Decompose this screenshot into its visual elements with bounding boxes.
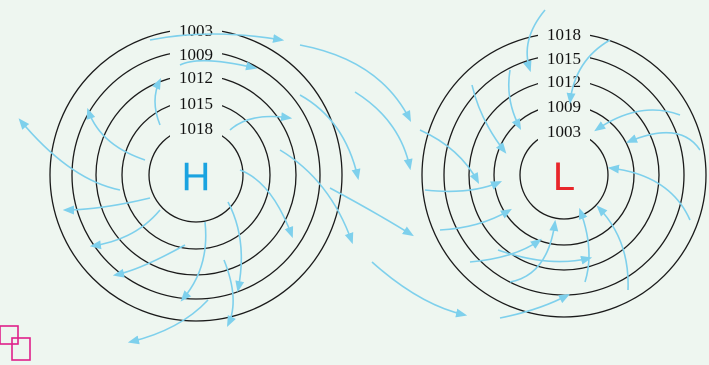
- wind-arrow: [299, 44, 412, 123]
- wind-arrow: [509, 219, 559, 283]
- wind-arrow: [499, 293, 570, 319]
- wind-arrow: [497, 249, 593, 265]
- wind-arrow: [18, 118, 121, 191]
- wind-arrow: [229, 112, 293, 131]
- wind-arrow: [86, 107, 146, 161]
- wind-arrow: [227, 201, 245, 293]
- low-label-1015: 1015: [547, 49, 581, 68]
- wind-arrow: [329, 187, 414, 237]
- wind-arrow: [578, 207, 590, 283]
- high-pressure-letter: H: [182, 155, 211, 199]
- high-label-1012: 1012: [179, 68, 213, 87]
- low-isobar-labels: 1018 1015 1012 1009 1003: [547, 25, 581, 141]
- corner-mark: [0, 325, 31, 361]
- high-label-1015: 1015: [179, 94, 213, 113]
- wind-arrow: [179, 59, 258, 71]
- high-label-1009: 1009: [179, 45, 213, 64]
- low-pressure-letter: L: [553, 155, 575, 199]
- wind-arrow: [149, 33, 285, 43]
- wind-arrow: [354, 91, 413, 171]
- high-label-1003: 1003: [179, 21, 213, 40]
- high-label-1018: 1018: [179, 119, 213, 138]
- wind-arrow: [594, 109, 681, 132]
- low-wind-arrows: [299, 9, 701, 319]
- wind-arrow: [566, 39, 611, 105]
- wind-arrow: [299, 94, 361, 181]
- wind-arrow: [89, 209, 161, 250]
- low-label-1018: 1018: [547, 25, 581, 44]
- wind-arrow: [507, 69, 522, 130]
- wind-arrow: [371, 261, 468, 318]
- wind-arrow: [596, 205, 629, 291]
- wind-arrow: [471, 84, 507, 154]
- wind-arrow: [424, 181, 503, 193]
- wind-arrow: [151, 77, 162, 126]
- wind-arrow: [239, 169, 294, 239]
- wind-arrow: [112, 244, 186, 278]
- high-wind-arrows: [18, 33, 361, 345]
- wind-arrow: [279, 149, 354, 245]
- wind-arrow: [522, 9, 546, 73]
- wind-arrow: [223, 259, 236, 328]
- wind-arrow: [607, 164, 691, 221]
- wind-arrow: [625, 131, 701, 151]
- wind-arrow: [419, 129, 480, 184]
- wind-arrow: [180, 221, 207, 302]
- low-label-1009: 1009: [547, 97, 581, 116]
- low-label-1012: 1012: [547, 72, 581, 91]
- low-label-1003: 1003: [547, 122, 581, 141]
- wind-arrow: [127, 299, 209, 345]
- wind-arrow: [439, 208, 512, 231]
- high-isobar-labels: 1003 1009 1012 1015 1018: [179, 21, 213, 138]
- wind-arrow: [62, 197, 151, 215]
